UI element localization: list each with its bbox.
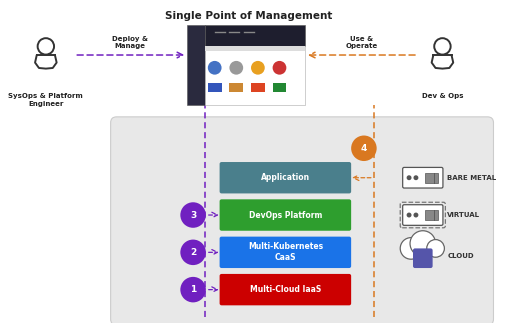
Bar xyxy=(424,210,437,220)
Bar xyxy=(424,173,437,183)
Circle shape xyxy=(413,213,418,217)
Text: Application: Application xyxy=(260,173,310,182)
Bar xyxy=(187,24,205,105)
Circle shape xyxy=(180,240,206,265)
Circle shape xyxy=(406,175,411,180)
Circle shape xyxy=(409,231,435,256)
Circle shape xyxy=(426,240,443,257)
Circle shape xyxy=(180,277,206,303)
Bar xyxy=(208,82,221,92)
Circle shape xyxy=(399,238,421,259)
Text: Multi-Cloud IaaS: Multi-Cloud IaaS xyxy=(249,285,320,294)
Bar xyxy=(205,24,305,46)
FancyBboxPatch shape xyxy=(219,162,350,193)
Circle shape xyxy=(180,202,206,228)
FancyBboxPatch shape xyxy=(219,237,350,268)
Text: CLOUD: CLOUD xyxy=(446,253,473,259)
Text: Dev & Ops: Dev & Ops xyxy=(421,93,462,99)
Circle shape xyxy=(208,61,221,75)
Text: SysOps & Platform
Engineer: SysOps & Platform Engineer xyxy=(9,93,83,107)
Text: VIRTUAL: VIRTUAL xyxy=(446,212,479,218)
Bar xyxy=(250,82,264,92)
Text: Multi-Kubernetes
CaaS: Multi-Kubernetes CaaS xyxy=(247,243,322,262)
Text: Deploy &
Manage: Deploy & Manage xyxy=(112,37,148,49)
Bar xyxy=(205,46,305,51)
FancyBboxPatch shape xyxy=(402,205,442,225)
Text: 2: 2 xyxy=(189,248,196,257)
Bar xyxy=(229,82,243,92)
FancyBboxPatch shape xyxy=(219,199,350,231)
Text: 3: 3 xyxy=(189,211,196,219)
Circle shape xyxy=(272,61,286,75)
Circle shape xyxy=(229,61,243,75)
Text: 4: 4 xyxy=(360,144,366,153)
Text: Use &
Operate: Use & Operate xyxy=(345,37,377,49)
Text: Single Point of Management: Single Point of Management xyxy=(165,11,332,21)
FancyBboxPatch shape xyxy=(412,248,432,268)
Text: DevOps Platform: DevOps Platform xyxy=(248,211,321,219)
Text: 1: 1 xyxy=(189,285,196,294)
Bar xyxy=(272,82,286,92)
Circle shape xyxy=(413,175,418,180)
Bar xyxy=(205,46,305,105)
FancyBboxPatch shape xyxy=(219,274,350,305)
Circle shape xyxy=(406,213,411,217)
FancyBboxPatch shape xyxy=(111,117,492,325)
Circle shape xyxy=(350,136,376,161)
Circle shape xyxy=(250,61,264,75)
FancyBboxPatch shape xyxy=(402,168,442,188)
Text: BARE METAL: BARE METAL xyxy=(446,175,495,181)
